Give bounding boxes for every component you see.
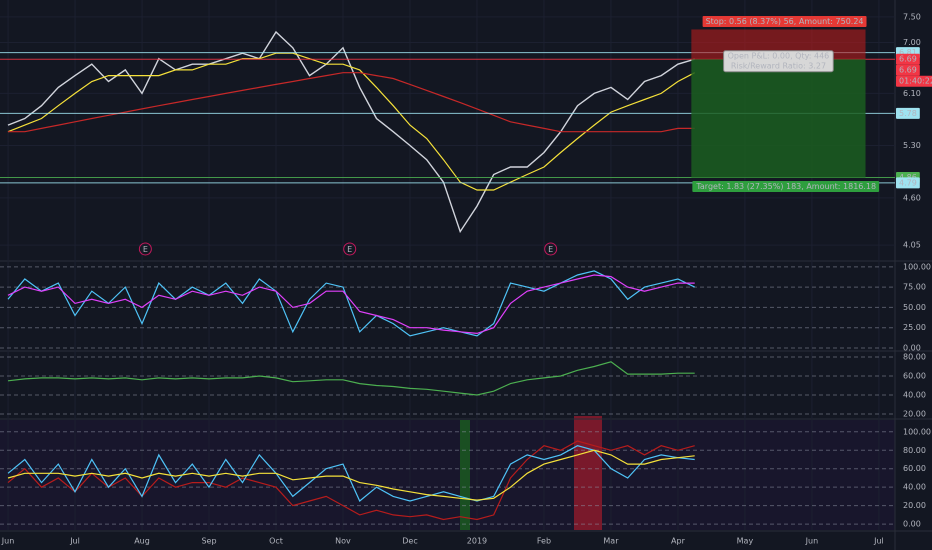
- stop-label-box: [702, 15, 867, 27]
- x-tick-label: Oct: [269, 537, 283, 546]
- x-tick-label: Aug: [134, 537, 150, 546]
- y-tick-label: 5.30: [903, 141, 921, 150]
- stop-label: Stop: 0.56 (8.37%) 56, Amount: 750.24: [706, 17, 864, 26]
- y-tick-label: 20.00: [903, 501, 926, 510]
- y-tick-label: 40.00: [903, 391, 926, 400]
- y-tick-label: 40.00: [903, 483, 926, 492]
- price-level-label: 6.69: [899, 55, 917, 64]
- price-level-label-box: [896, 107, 920, 119]
- y-tick-label: 80.00: [903, 353, 926, 362]
- y-tick-label: 7.50: [903, 12, 921, 21]
- series-line: [7, 274, 695, 335]
- price-level-label-box: [896, 53, 920, 65]
- y-tick-label: 0.00: [903, 520, 921, 529]
- y-tick-label: 100.00: [903, 262, 931, 271]
- panel-shade: [0, 420, 895, 530]
- event-marker: [343, 242, 357, 256]
- y-tick-label: 60.00: [903, 372, 926, 381]
- last-price-label: 6.69: [899, 66, 917, 75]
- series-line: [8, 72, 695, 133]
- series-line: [7, 449, 695, 501]
- x-tick-label: Feb: [537, 537, 551, 546]
- ratio-label: Risk/Reward Ratio: 3.27: [731, 62, 826, 71]
- y-tick-label: 25.00: [903, 323, 926, 332]
- event-label: E: [143, 245, 148, 254]
- target-zone: [691, 59, 866, 178]
- x-tick-label: Dec: [402, 537, 417, 546]
- price-level-label: 4.79: [899, 178, 917, 187]
- y-tick-label: 80.00: [903, 446, 926, 455]
- y-tick-label: 20.00: [903, 410, 926, 419]
- series-line: [7, 52, 695, 191]
- price-level-label: 5.78: [899, 109, 917, 118]
- price-level-label-box: [896, 177, 920, 189]
- countdown-label: 01:40:22: [899, 77, 932, 86]
- last-price-label-box: [896, 64, 920, 76]
- y-tick-label: 0.00: [903, 343, 921, 352]
- y-tick-label: 50.00: [903, 303, 926, 312]
- series-line: [7, 270, 695, 337]
- pnl-box: [723, 50, 834, 73]
- event-marker: [138, 242, 152, 256]
- event-label: E: [347, 245, 352, 254]
- x-tick-label: Jul: [873, 537, 884, 546]
- signal-zone: [460, 420, 470, 530]
- y-tick-label: 100.00: [903, 427, 931, 436]
- y-tick-label: 75.00: [903, 283, 926, 292]
- event-label: E: [548, 245, 553, 254]
- series-line: [7, 440, 695, 521]
- y-tick-label: 7.00: [903, 38, 921, 47]
- y-tick-label: 4.60: [903, 193, 921, 202]
- x-tick-label: Jul: [69, 537, 80, 546]
- x-tick-label: Apr: [671, 537, 686, 546]
- y-tick-label: 4.05: [903, 241, 921, 250]
- event-marker: [544, 242, 558, 256]
- pnl-label: Open P&L: 0.00, Qty: 446: [728, 52, 830, 61]
- series-line: [7, 445, 695, 502]
- x-tick-label: Jun: [1, 537, 15, 546]
- signal-zone: [574, 416, 602, 530]
- x-tick-label: 2019: [467, 537, 487, 546]
- y-tick-label: 60.00: [903, 464, 926, 473]
- x-tick-label: May: [737, 537, 754, 546]
- countdown-label-box: [896, 75, 932, 87]
- price-level-label: 6.81: [899, 48, 917, 57]
- x-tick-label: Sep: [201, 537, 216, 546]
- y-tick-label: 6.10: [903, 89, 921, 98]
- x-tick-label: Nov: [335, 537, 351, 546]
- x-tick-label: Mar: [603, 537, 619, 546]
- series-line: [7, 361, 695, 396]
- x-tick-label: Jun: [805, 537, 819, 546]
- target-label-box: [692, 181, 880, 193]
- target-label: Target: 1.83 (27.35%) 183, Amount: 1816.…: [695, 182, 876, 191]
